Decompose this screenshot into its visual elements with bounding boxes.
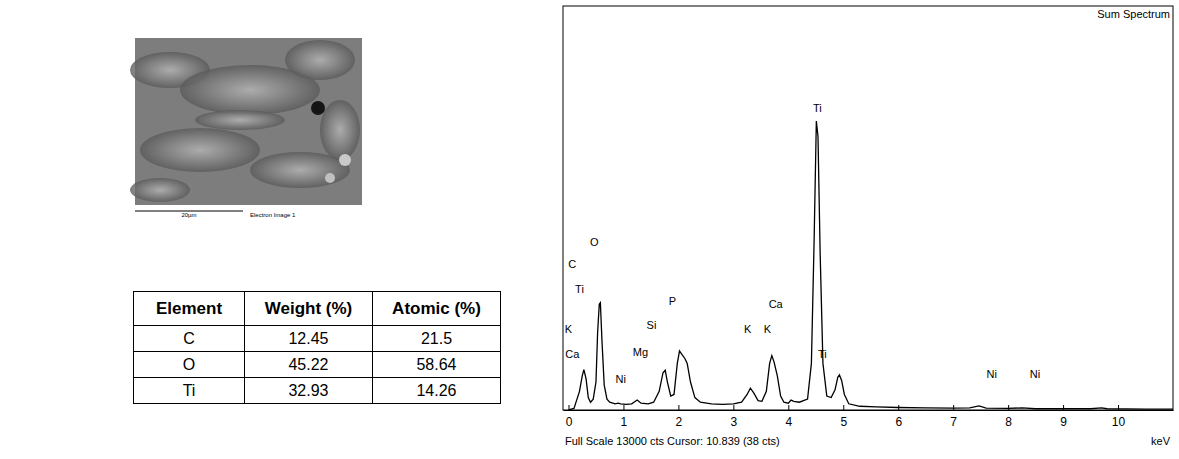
tick-mark xyxy=(623,405,624,410)
tick-label: 8 xyxy=(1005,415,1012,429)
plot-marks xyxy=(568,121,1173,410)
peak-label: Si xyxy=(647,319,657,331)
image-texture xyxy=(130,178,190,202)
peak-label: C xyxy=(568,258,576,270)
tick-label: 6 xyxy=(895,415,902,429)
x-tick: 3 xyxy=(731,405,738,429)
peak-label: Ni xyxy=(616,373,626,385)
peak-label: Ca xyxy=(769,298,784,310)
peak-label: Ti xyxy=(575,283,584,295)
image-caption: Electron Image 1 xyxy=(250,212,296,218)
table-row: C12.4521.5 xyxy=(134,326,501,352)
tick-mark xyxy=(1008,405,1009,410)
header-row: ElementWeight (%)Atomic (%) xyxy=(134,292,501,326)
table-cell: 14.26 xyxy=(373,378,501,404)
tick-mark xyxy=(843,405,844,410)
x-tick: 4 xyxy=(785,405,792,429)
x-tick: 2 xyxy=(676,405,683,429)
chart-caption: Full Scale 13000 cts Cursor: 10.839 (38 … xyxy=(565,435,780,447)
spectrum-chart: 0 1 2 3 4 5 6 7 8 9 10 Sum Spectrum keV Full Scale 13… xyxy=(563,6,1174,447)
peak-label: Ti xyxy=(818,348,827,360)
peak-label: K xyxy=(744,323,752,335)
table-cell: O xyxy=(134,352,245,378)
peak-label: K xyxy=(565,323,573,335)
table-cell: 32.93 xyxy=(245,378,373,404)
peak-label: Ni xyxy=(986,368,996,380)
tick-mark xyxy=(568,405,569,410)
composition-table: ElementWeight (%)Atomic (%)C12.4521.5O45… xyxy=(133,291,501,404)
column-head: Weight (%) xyxy=(245,292,373,326)
image-texture xyxy=(285,40,355,80)
tick-mark xyxy=(733,405,734,410)
image-texture xyxy=(339,154,351,166)
peak-labels: O C Ti K Ca Ni Mg Si P K Ca K Ti Ti Ni Ni xyxy=(565,102,1040,385)
image-texture xyxy=(320,100,360,160)
tick-mark xyxy=(678,405,679,410)
sem-image xyxy=(130,38,362,205)
image-texture xyxy=(311,101,325,115)
x-tick: 10 xyxy=(1112,405,1126,429)
axis-line xyxy=(564,410,1174,411)
plot-frame xyxy=(563,6,1173,410)
tick-label: 2 xyxy=(676,415,683,429)
tick-mark xyxy=(788,405,789,410)
column-head: Atomic (%) xyxy=(373,292,501,326)
image-texture xyxy=(325,173,335,183)
peak-label: K xyxy=(764,323,772,335)
tick-mark xyxy=(1063,405,1064,410)
peak-label: P xyxy=(669,295,676,307)
peak-label: Ca xyxy=(565,348,580,360)
canvas: 20µm Electron Image 1 0 1 2 3 4 5 6 7 8 9 10 Sum Spec… xyxy=(0,0,1179,459)
table-cell: C xyxy=(134,326,245,352)
x-tick: 7 xyxy=(950,405,957,429)
chart-title: Sum Spectrum xyxy=(1097,8,1170,20)
x-tick: 9 xyxy=(1060,405,1067,429)
table-cell: 58.64 xyxy=(373,352,501,378)
tick-mark xyxy=(953,405,954,410)
x-tick: 6 xyxy=(895,405,902,429)
tick-mark xyxy=(1118,405,1119,410)
peak-label: O xyxy=(590,236,599,248)
table-row: O45.2258.64 xyxy=(134,352,501,378)
tick-label: 9 xyxy=(1060,415,1067,429)
image-texture xyxy=(195,110,285,130)
x-axis: 0 1 2 3 4 5 6 7 8 9 10 xyxy=(564,405,1174,429)
tick-label: 10 xyxy=(1112,415,1126,429)
tick-label: 1 xyxy=(621,415,628,429)
tick-label: 3 xyxy=(731,415,738,429)
tick-label: 7 xyxy=(950,415,957,429)
tick-mark xyxy=(898,405,899,410)
scale-bar-label: 20µm xyxy=(181,212,196,218)
tick-label: 5 xyxy=(840,415,847,429)
image-texture xyxy=(140,128,260,172)
peak-label: Ti xyxy=(813,102,822,114)
column-head: Element xyxy=(134,292,245,326)
table-cell: 21.5 xyxy=(373,326,501,352)
tick-label: 4 xyxy=(785,415,792,429)
peak-label: Mg xyxy=(633,346,648,358)
peak-label: Ni xyxy=(1030,368,1040,380)
table-row: Ti32.9314.26 xyxy=(134,378,501,404)
x-axis-title: keV xyxy=(1151,435,1171,447)
x-tick: 1 xyxy=(621,405,628,429)
table-cell: Ti xyxy=(134,378,245,404)
table-cell: 12.45 xyxy=(245,326,373,352)
x-tick: 8 xyxy=(1005,405,1012,429)
x-tick: 5 xyxy=(840,405,847,429)
tick-label: 0 xyxy=(566,415,573,429)
x-tick: 0 xyxy=(566,405,573,429)
spectrum-line xyxy=(568,121,1173,410)
table-cell: 45.22 xyxy=(245,352,373,378)
